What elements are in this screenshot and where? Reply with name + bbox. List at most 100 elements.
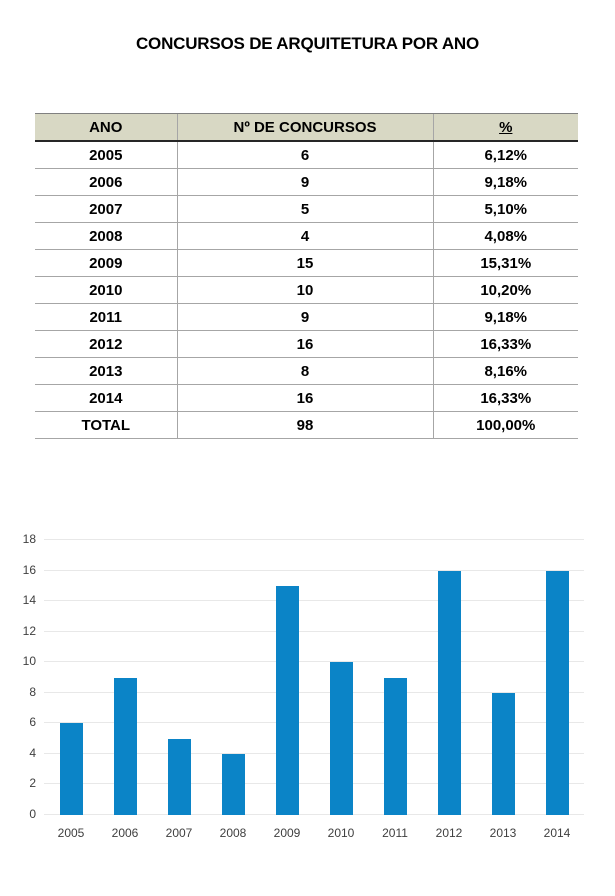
- table-cell: 2009: [35, 249, 177, 277]
- y-tick-label: 14: [22, 593, 36, 608]
- y-tick-label: 4: [29, 745, 36, 760]
- bar-slot: [98, 540, 152, 815]
- table-cell: 5: [176, 195, 433, 223]
- table-cell: 6,12%: [432, 141, 578, 169]
- page-title: CONCURSOS DE ARQUITETURA POR ANO: [135, 34, 480, 53]
- table-cell: 9,18%: [432, 303, 578, 331]
- bar-2008: [221, 753, 245, 815]
- table-cell: 15: [176, 249, 433, 277]
- x-tick-label: 2014: [543, 826, 571, 840]
- y-tick-label: 10: [22, 654, 36, 669]
- x-tick-label: 2006: [111, 826, 139, 840]
- table-cell: TOTAL: [35, 411, 177, 439]
- table-cell: 9: [176, 168, 433, 196]
- table-row: 2014 16 16,33%: [35, 384, 578, 412]
- table-body: 2005 6 6,12% 2006 9 9,18% 2007 5 5,10% 2008 4 4,08%…: [35, 141, 578, 439]
- y-tick-label: 12: [22, 623, 36, 638]
- bar-2014: [545, 570, 569, 815]
- bar-slot: [44, 540, 98, 815]
- bar-slot: [368, 540, 422, 815]
- y-tick-label: 18: [22, 532, 36, 546]
- y-tick-label: 2: [29, 776, 36, 791]
- table-cell: 16,33%: [432, 330, 578, 358]
- bar-2010: [329, 662, 353, 815]
- column-header-num-concursos: Nº DE CONCURSOS: [176, 113, 433, 142]
- table-cell: 2011: [35, 303, 177, 331]
- table-header-row: ANO Nº DE CONCURSOS %: [35, 113, 578, 142]
- bar-2006: [113, 677, 137, 815]
- gridline: [44, 539, 584, 540]
- table-cell: 2008: [35, 222, 177, 250]
- bars: [44, 540, 584, 815]
- table-row: 2010 10 10,20%: [35, 276, 578, 304]
- x-tick-label: 2007: [165, 826, 193, 840]
- table-row: 2008 4 4,08%: [35, 222, 578, 250]
- table-cell: 6: [176, 141, 433, 169]
- table-cell: 10,20%: [432, 276, 578, 304]
- table-cell: 8,16%: [432, 357, 578, 385]
- table-cell: 2013: [35, 357, 177, 385]
- table-cell: 2014: [35, 384, 177, 412]
- table-cell: 2010: [35, 276, 177, 304]
- table-cell: 16: [176, 384, 433, 412]
- table-cell: 16: [176, 330, 433, 358]
- table-cell: 16,33%: [432, 384, 578, 412]
- y-tick-label: 8: [29, 684, 36, 699]
- bar-slot: [260, 540, 314, 815]
- x-tick-label: 2013: [489, 826, 517, 840]
- table-cell: 8: [176, 357, 433, 385]
- x-tick-label: 2012: [435, 826, 463, 840]
- table-cell: 9: [176, 303, 433, 331]
- table-cell: 4: [176, 222, 433, 250]
- gridline: [44, 630, 584, 632]
- x-tick-label: 2008: [219, 826, 247, 840]
- bar-2012: [437, 570, 461, 815]
- table-cell: 98: [176, 411, 433, 439]
- y-axis-labels: 18 16 14 12 10 8 6 4 2 0: [6, 532, 36, 821]
- bar-slot: [476, 540, 530, 815]
- gridline: [44, 752, 584, 754]
- table-row: 2007 5 5,10%: [35, 195, 578, 223]
- gridline: [44, 814, 584, 815]
- bar-slot: [314, 540, 368, 815]
- table-cell: 100,00%: [432, 411, 578, 439]
- gridline: [44, 783, 584, 785]
- gridline: [44, 569, 584, 571]
- table-cell: 2006: [35, 168, 177, 196]
- gridline: [44, 661, 584, 663]
- y-tick-label: 0: [29, 807, 36, 821]
- x-tick-label: 2005: [57, 826, 85, 840]
- bar-slot: [530, 540, 584, 815]
- bar-2011: [383, 677, 407, 815]
- bar-slot: [206, 540, 260, 815]
- table-cell: 9,18%: [432, 168, 578, 196]
- concursos-table: ANO Nº DE CONCURSOS % 2005 6 6,12% 2006 9 9,1…: [35, 113, 578, 439]
- table-row: 2011 9 9,18%: [35, 303, 578, 331]
- column-header-ano: ANO: [35, 113, 177, 142]
- table-cell: 4,08%: [432, 222, 578, 250]
- x-tick-label: 2009: [273, 826, 301, 840]
- table-cell: 5,10%: [432, 195, 578, 223]
- bar-2009: [275, 585, 299, 815]
- gridline: [44, 600, 584, 602]
- table-row: 2013 8 8,16%: [35, 357, 578, 385]
- bar-2005: [59, 723, 83, 815]
- table-cell: 2012: [35, 330, 177, 358]
- y-tick-label: 6: [29, 715, 36, 730]
- table-row: TOTAL 98 100,00%: [35, 411, 578, 439]
- x-tick-label: 2010: [327, 826, 355, 840]
- bar-2013: [491, 692, 515, 815]
- table-row: 2005 6 6,12%: [35, 141, 578, 169]
- gridline: [44, 691, 584, 693]
- table-row: 2006 9 9,18%: [35, 168, 578, 196]
- table-cell: 2005: [35, 141, 177, 169]
- column-header-percent: %: [432, 113, 578, 142]
- table-row: 2009 15 15,31%: [35, 249, 578, 277]
- table-cell: 15,31%: [432, 249, 578, 277]
- y-tick-label: 16: [22, 562, 36, 577]
- table-cell: 2007: [35, 195, 177, 223]
- bar-2007: [167, 738, 191, 815]
- bar-slot: [152, 540, 206, 815]
- gridlines: [44, 539, 584, 815]
